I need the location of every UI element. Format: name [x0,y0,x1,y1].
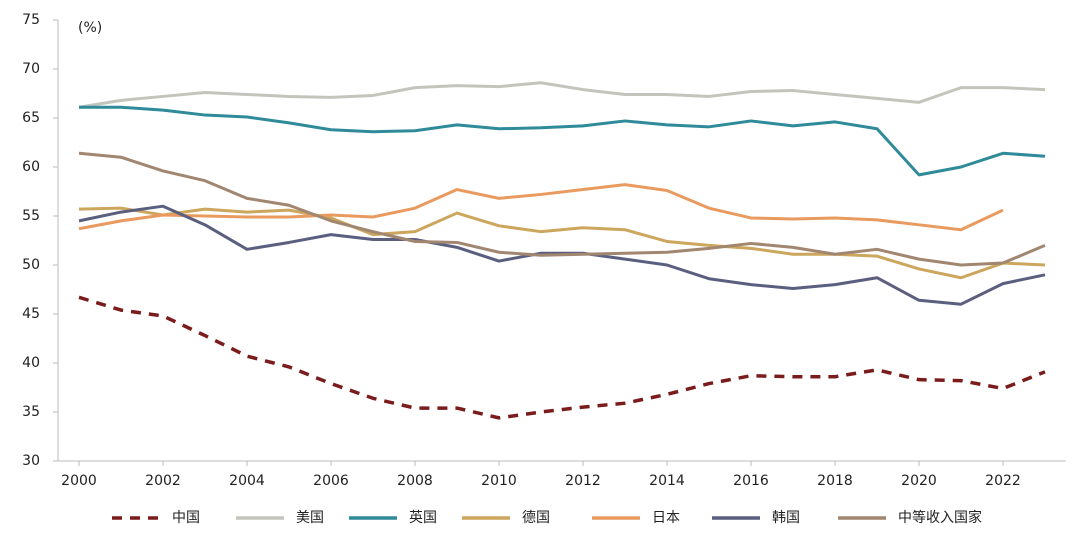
y-tick-label: 45 [22,306,40,322]
series-line [79,105,1046,177]
legend-label: 中等收入国家 [898,509,982,526]
y-tick-label: 40 [22,355,40,371]
series-line [78,151,1046,267]
legend-label: 韩国 [772,510,800,526]
legend-label: 德国 [522,510,550,526]
y-tick-label: 35 [22,404,40,420]
x-tick-label: 2018 [817,473,853,489]
legend: 中国 美国 英国 德国 日本 韩国 中等收入国家 [112,509,982,526]
y-tick-label: 65 [22,110,40,126]
x-tick-label: 2012 [565,473,601,489]
x-tick-label: 2016 [733,473,769,489]
y-tick-label: 55 [22,208,40,224]
x-tick-label: 2002 [145,473,181,489]
x-tick-label: 2014 [649,473,685,489]
x-tick-label: 2004 [229,473,265,489]
y-tick-label: 75 [22,12,40,28]
legend-label: 中国 [172,510,200,526]
series-line [78,81,1046,109]
x-tick-label: 2008 [397,473,433,489]
series-line [78,183,1004,232]
x-tick-label: 2006 [313,473,349,489]
series-line [78,206,1046,280]
x-tick-label: 2010 [481,473,517,489]
y-axis-label: (%) [78,20,102,36]
series-line [78,295,1046,420]
x-tick-label: 2000 [61,473,97,489]
y-tick-label: 70 [22,61,40,77]
y-tick-label: 30 [22,453,40,469]
legend-label: 日本 [652,510,680,526]
x-tick-label: 2020 [901,473,937,489]
y-tick-label: 60 [22,159,40,175]
legend-label: 英国 [409,509,437,526]
x-tick-label: 2022 [985,473,1021,489]
y-tick-label: 50 [22,257,40,273]
legend-label: 美国 [296,510,324,526]
